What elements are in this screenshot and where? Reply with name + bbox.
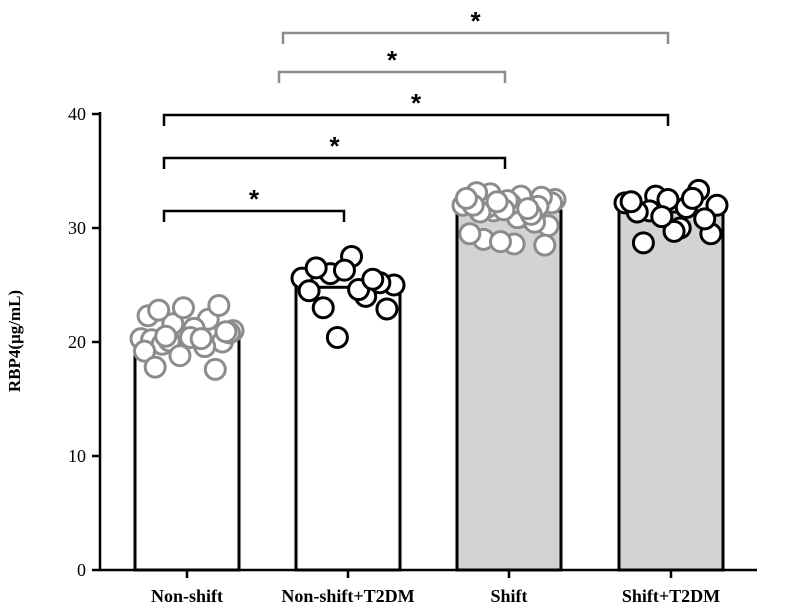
ticks-layer: 0 10 20 30 40 [68, 104, 100, 580]
significance-bracket [281, 31, 670, 44]
data-point [361, 267, 385, 291]
data-point [171, 296, 195, 320]
y-tick-label: 20 [68, 332, 86, 352]
category-labels: Non-shift Non-shift+T2DM Shift Shift+T2DM [151, 570, 720, 606]
data-point [207, 294, 231, 318]
significance-bracket [277, 70, 507, 83]
data-point [458, 222, 482, 246]
x-tick-label: Non-shift+T2DM [281, 586, 414, 606]
significance-star: * [411, 88, 422, 118]
significance-star: * [249, 184, 260, 214]
significance-brackets: * * * * * [162, 6, 670, 222]
data-point [680, 186, 704, 210]
x-tick-label: Non-shift [151, 586, 223, 606]
significance-star: * [329, 131, 340, 161]
data-point [516, 197, 540, 221]
x-tick-label: Shift [490, 586, 527, 606]
data-point [304, 256, 328, 280]
data-point [332, 258, 356, 282]
bars-layer [133, 209, 725, 572]
significance-star: * [470, 6, 481, 36]
data-point [189, 327, 213, 351]
data-point [485, 190, 509, 214]
bar-shift-t2dm [617, 210, 725, 572]
data-point [454, 186, 478, 210]
data-point [662, 219, 686, 243]
significance-bracket [162, 156, 507, 169]
y-tick-label: 0 [77, 560, 86, 580]
data-point [488, 230, 512, 254]
data-point [214, 320, 238, 344]
data-point [693, 207, 717, 231]
data-point [375, 297, 399, 321]
significance-bracket [162, 209, 346, 222]
y-tick-label: 10 [68, 446, 86, 466]
x-tick-label: Shift+T2DM [622, 586, 720, 606]
data-point [143, 355, 167, 379]
points-layer [129, 178, 729, 381]
data-point [168, 344, 192, 368]
data-point [311, 296, 335, 320]
data-point [147, 298, 171, 322]
data-point [297, 279, 321, 303]
significance-star: * [387, 45, 398, 75]
y-tick-label: 40 [68, 104, 86, 124]
data-point [203, 357, 227, 381]
data-point [325, 325, 349, 349]
bar-shift [455, 209, 563, 572]
data-point [533, 233, 557, 257]
significance-bracket [162, 113, 670, 126]
data-point [133, 339, 157, 363]
data-point [154, 324, 178, 348]
bar-non-shift-t2dm [294, 285, 402, 572]
data-point [619, 190, 643, 214]
data-point [631, 231, 655, 255]
data-point [650, 205, 674, 229]
y-tick-label: 30 [68, 218, 86, 238]
y-axis-title: RBP4(μg/mL) [5, 290, 24, 392]
